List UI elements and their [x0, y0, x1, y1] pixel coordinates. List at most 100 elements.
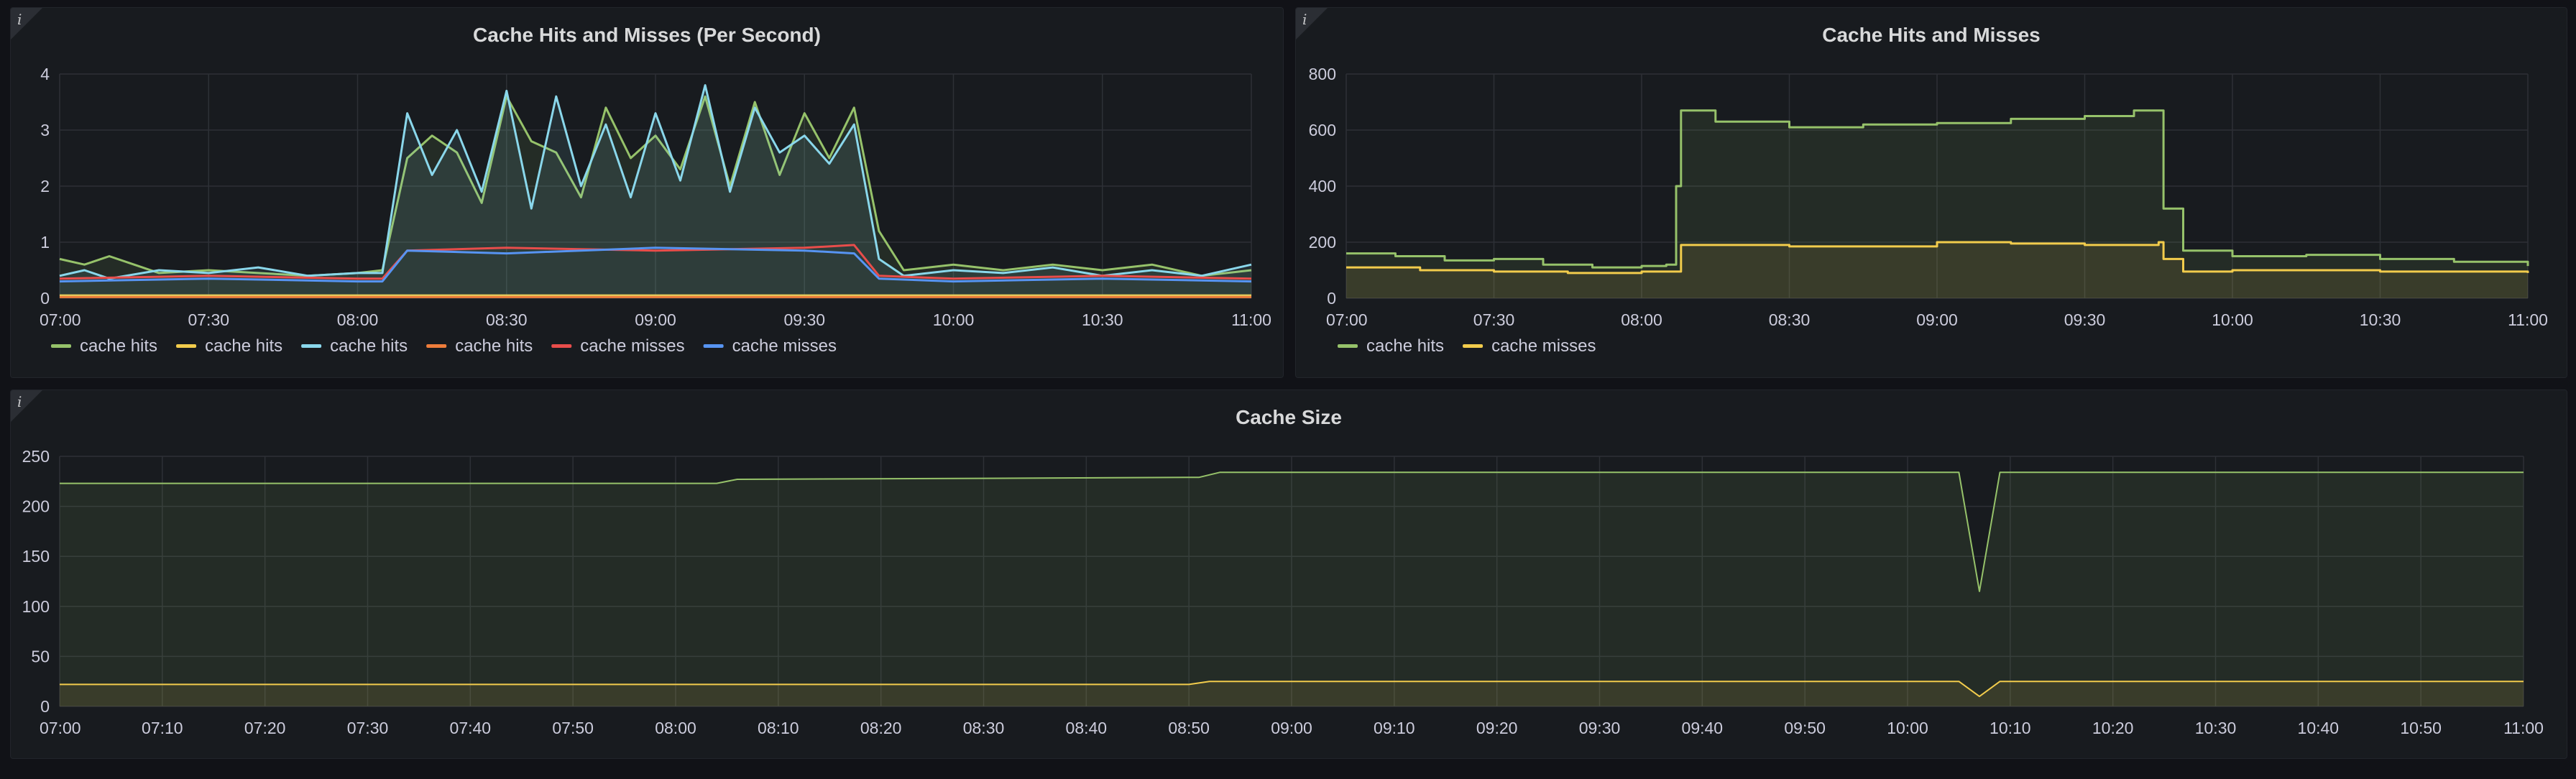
panel-cache-size: i Cache Size 0 50 100 150 200 250 07:00 07:10 07…	[10, 390, 2567, 759]
chart-hits-misses-per-second: 0 1 2 3 4 07:00 07:30 08:00 08:30 09:00 09:30 10:00…	[40, 65, 1271, 356]
y-tick-label: 250	[22, 447, 50, 466]
y-tick-label: 0	[40, 697, 50, 716]
x-tick-label: 09:00	[1916, 310, 1958, 329]
x-tick-label: 07:00	[1326, 310, 1368, 329]
series-area	[60, 681, 2524, 706]
legend-item-label: cache misses	[1491, 336, 1596, 356]
x-tick-label: 09:30	[2064, 310, 2106, 329]
y-tick-label: 200	[22, 497, 50, 516]
legend-item-label: cache hits	[205, 336, 282, 356]
legend-item-label: cache misses	[732, 336, 837, 356]
x-tick-label: 09:00	[635, 310, 676, 329]
legend-swatch	[703, 344, 724, 348]
x-tick-label: 07:00	[40, 719, 81, 737]
x-tick-label: 09:40	[1682, 719, 1724, 737]
info-corner[interactable]	[1296, 8, 1328, 40]
legend-item-label: cache hits	[1366, 336, 1444, 356]
x-tick-label: 07:00	[40, 310, 81, 329]
y-tick-label: 800	[1309, 65, 1336, 83]
series-area	[60, 472, 2524, 706]
legend-item-label: cache hits	[80, 336, 157, 356]
x-tick-label: 10:40	[2298, 719, 2340, 737]
series-line	[60, 471, 2524, 592]
x-tick-label: 08:50	[1168, 719, 1210, 737]
x-tick-label: 11:00	[2508, 310, 2548, 329]
y-tick-label: 50	[31, 647, 50, 665]
series-line	[1346, 109, 2529, 269]
info-icon[interactable]: i	[1302, 11, 1307, 28]
series-line	[60, 681, 2524, 698]
x-tick-label: 10:00	[2212, 310, 2253, 329]
x-tick-label: 07:30	[1473, 310, 1515, 329]
info-icon[interactable]: i	[17, 11, 22, 28]
chart-cache-size: 0 50 100 150 200 250 07:00 07:10 07:20 07:30 07:40…	[22, 447, 2544, 737]
series-line	[59, 244, 1252, 280]
legend-swatch	[1338, 344, 1358, 348]
x-tick-label: 07:20	[244, 719, 286, 737]
panel-hits-misses: i Cache Hits and Misses 0 200 400 600 800 07:…	[1295, 7, 2567, 378]
y-tick-label: 600	[1309, 121, 1336, 139]
x-tick-label: 07:30	[347, 719, 389, 737]
x-tick-label: 09:30	[1579, 719, 1621, 737]
x-tick-label: 10:20	[2092, 719, 2134, 737]
x-tick-label: 07:10	[142, 719, 183, 737]
x-tick-label: 07:30	[188, 310, 229, 329]
legend-swatch	[51, 344, 71, 348]
y-tick-label: 3	[40, 121, 50, 139]
x-tick-label: 09:20	[1476, 719, 1518, 737]
y-tick-label: 400	[1309, 177, 1336, 195]
legend-swatch	[551, 344, 572, 348]
y-tick-label: 200	[1309, 233, 1336, 252]
x-tick-label: 09:00	[1271, 719, 1312, 737]
x-tick-label: 11:00	[2503, 719, 2544, 737]
y-tick-label: 4	[40, 65, 50, 83]
series-line	[1346, 241, 2529, 275]
y-tick-label: 1	[40, 233, 50, 252]
x-tick-label: 10:30	[1082, 310, 1123, 329]
x-tick-label: 11:00	[1231, 310, 1271, 329]
x-tick-label: 10:10	[1990, 719, 2031, 737]
x-tick-label: 07:50	[552, 719, 594, 737]
panel-title[interactable]: Cache Hits and Misses (Per Second)	[473, 24, 821, 46]
x-tick-label: 10:00	[1887, 719, 1928, 737]
series-area	[60, 85, 1251, 298]
y-tick-label: 150	[22, 547, 50, 566]
x-tick-label: 08:20	[860, 719, 902, 737]
legend-swatch	[176, 344, 197, 348]
x-tick-label: 09:50	[1784, 719, 1826, 737]
x-tick-label: 10:50	[2400, 719, 2442, 737]
series-area	[1346, 242, 2528, 298]
x-tick-label: 09:30	[783, 310, 825, 329]
info-corner[interactable]	[11, 390, 42, 422]
info-corner[interactable]	[11, 8, 42, 40]
series-line	[59, 84, 1252, 280]
y-tick-label: 0	[1327, 289, 1336, 308]
info-icon[interactable]: i	[17, 393, 22, 410]
panel-hits-misses-per-second: i Cache Hits and Misses (Per Second) 0 1 2…	[10, 7, 1284, 378]
y-tick-label: 100	[22, 597, 50, 616]
legend-swatch	[301, 344, 322, 348]
x-tick-label: 10:00	[933, 310, 975, 329]
panel-title[interactable]: Cache Size	[1236, 406, 1342, 428]
x-tick-label: 10:30	[2360, 310, 2401, 329]
legend-item-label: cache hits	[455, 336, 533, 356]
x-tick-label: 08:40	[1066, 719, 1108, 737]
x-tick-label: 08:30	[486, 310, 528, 329]
legend-item-label: cache hits	[330, 336, 408, 356]
x-tick-label: 09:10	[1374, 719, 1415, 737]
panel-title[interactable]: Cache Hits and Misses	[1822, 24, 2041, 46]
chart-hits-misses: 0 200 400 600 800 07:00 07:30 08:00 08:30 09:00 09…	[1309, 65, 2548, 356]
x-tick-label: 08:30	[1769, 310, 1811, 329]
legend-item-label: cache misses	[580, 336, 684, 356]
legend-swatch	[1463, 344, 1484, 348]
x-tick-label: 08:30	[963, 719, 1005, 737]
x-tick-label: 08:00	[1621, 310, 1662, 329]
legend-swatch	[426, 344, 447, 348]
x-tick-label: 10:30	[2195, 719, 2237, 737]
series-area	[60, 96, 1251, 298]
x-tick-label: 08:10	[758, 719, 799, 737]
y-tick-label: 2	[40, 177, 50, 195]
y-tick-label: 0	[40, 289, 50, 308]
series-line	[59, 246, 1252, 283]
x-tick-label: 08:00	[337, 310, 379, 329]
